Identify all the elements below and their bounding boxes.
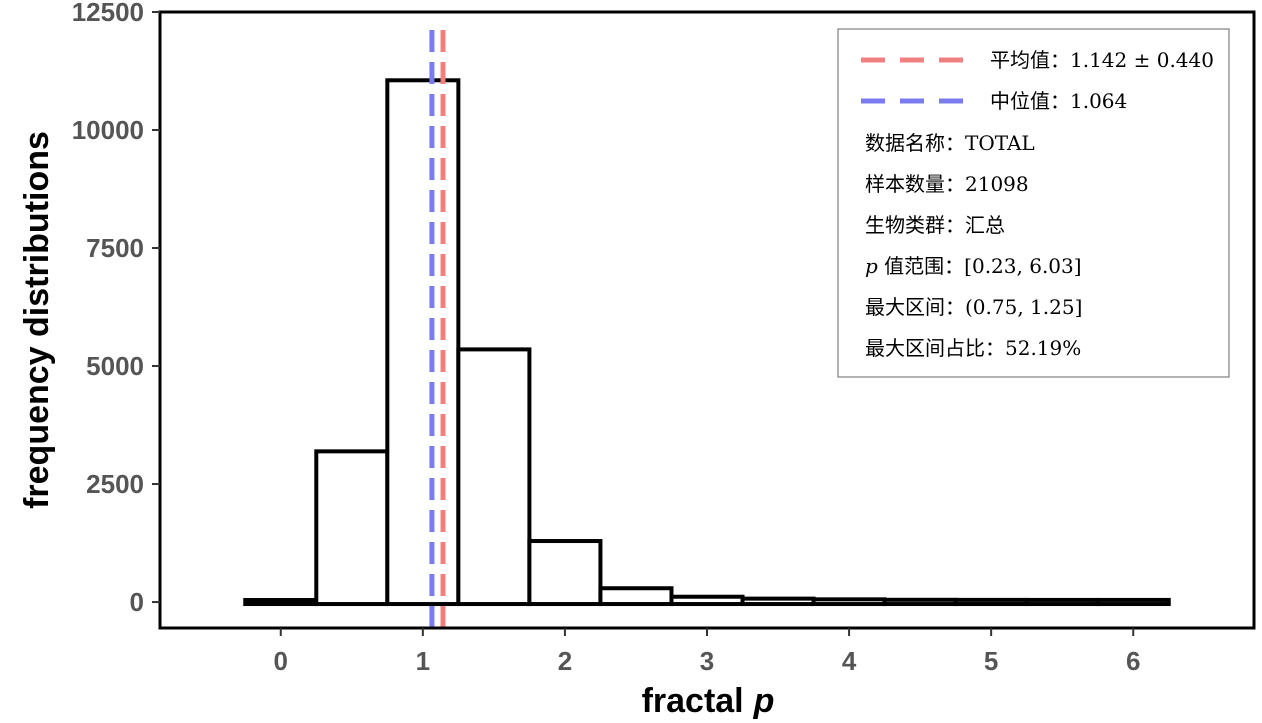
x-tick-label: 4	[842, 646, 857, 676]
histogram-bar	[740, 596, 816, 607]
histogram-bar	[527, 539, 603, 607]
histogram-bar	[1095, 597, 1171, 607]
histogram-bar	[1024, 597, 1100, 607]
x-tick-label: 1	[416, 646, 430, 676]
y-axis-ticks: 0 2500 5000 7500 10000 12500	[72, 0, 160, 617]
info-sample-count: 样本数量：21098	[865, 172, 1029, 196]
info-p-range-var: p	[865, 254, 878, 278]
y-tick-label: 7500	[86, 233, 144, 263]
reference-lines-group	[429, 30, 446, 628]
info-max-interval-share: 最大区间占比：52.19%	[865, 336, 1081, 360]
x-axis-title-main: fractal	[642, 682, 744, 720]
info-dataset-name: 数据名称：TOTAL	[865, 131, 1035, 155]
histogram-bar	[811, 597, 887, 607]
info-p-range-text: 值范围：[0.23, 6.03]	[878, 254, 1082, 278]
histogram-bar	[882, 597, 958, 607]
x-tick-label: 5	[984, 646, 998, 676]
histogram-bar	[953, 597, 1029, 607]
legend-median-label: 中位值：1.064	[990, 89, 1127, 113]
legend-frame	[837, 28, 1230, 378]
histogram-bar	[669, 594, 745, 607]
y-axis-title: frequency distributions	[18, 131, 56, 509]
x-tick-label: 0	[274, 646, 288, 676]
legend-mean-label: 平均值：1.142 ± 0.440	[990, 48, 1214, 72]
bars-group	[243, 78, 1171, 607]
histogram-bar	[243, 598, 319, 607]
y-tick-label: 10000	[72, 115, 144, 145]
x-tick-label: 3	[700, 646, 714, 676]
info-max-interval: 最大区间：(0.75, 1.25]	[865, 295, 1082, 319]
x-axis-title-var: p	[753, 682, 775, 720]
histogram-bar	[598, 586, 674, 607]
legend-box: 平均值：1.142 ± 0.440 中位值：1.064 数据名称：TOTAL 样…	[837, 28, 1230, 378]
x-axis-ticks: 0 1 2 3 4 5 6	[274, 628, 1140, 676]
y-tick-label: 0	[130, 587, 144, 617]
y-tick-label: 2500	[86, 469, 144, 499]
x-tick-label: 2	[558, 646, 572, 676]
y-tick-label: 5000	[86, 351, 144, 381]
x-tick-label: 6	[1126, 646, 1140, 676]
y-tick-label: 12500	[72, 0, 144, 27]
info-taxon-group: 生物类群：汇总	[865, 213, 1005, 237]
histogram-bar	[456, 347, 532, 607]
histogram-bar	[385, 78, 461, 607]
info-p-range: p 值范围：[0.23, 6.03]	[865, 254, 1082, 278]
x-axis-title: fractal p	[642, 682, 775, 720]
histogram-bar	[314, 449, 390, 607]
